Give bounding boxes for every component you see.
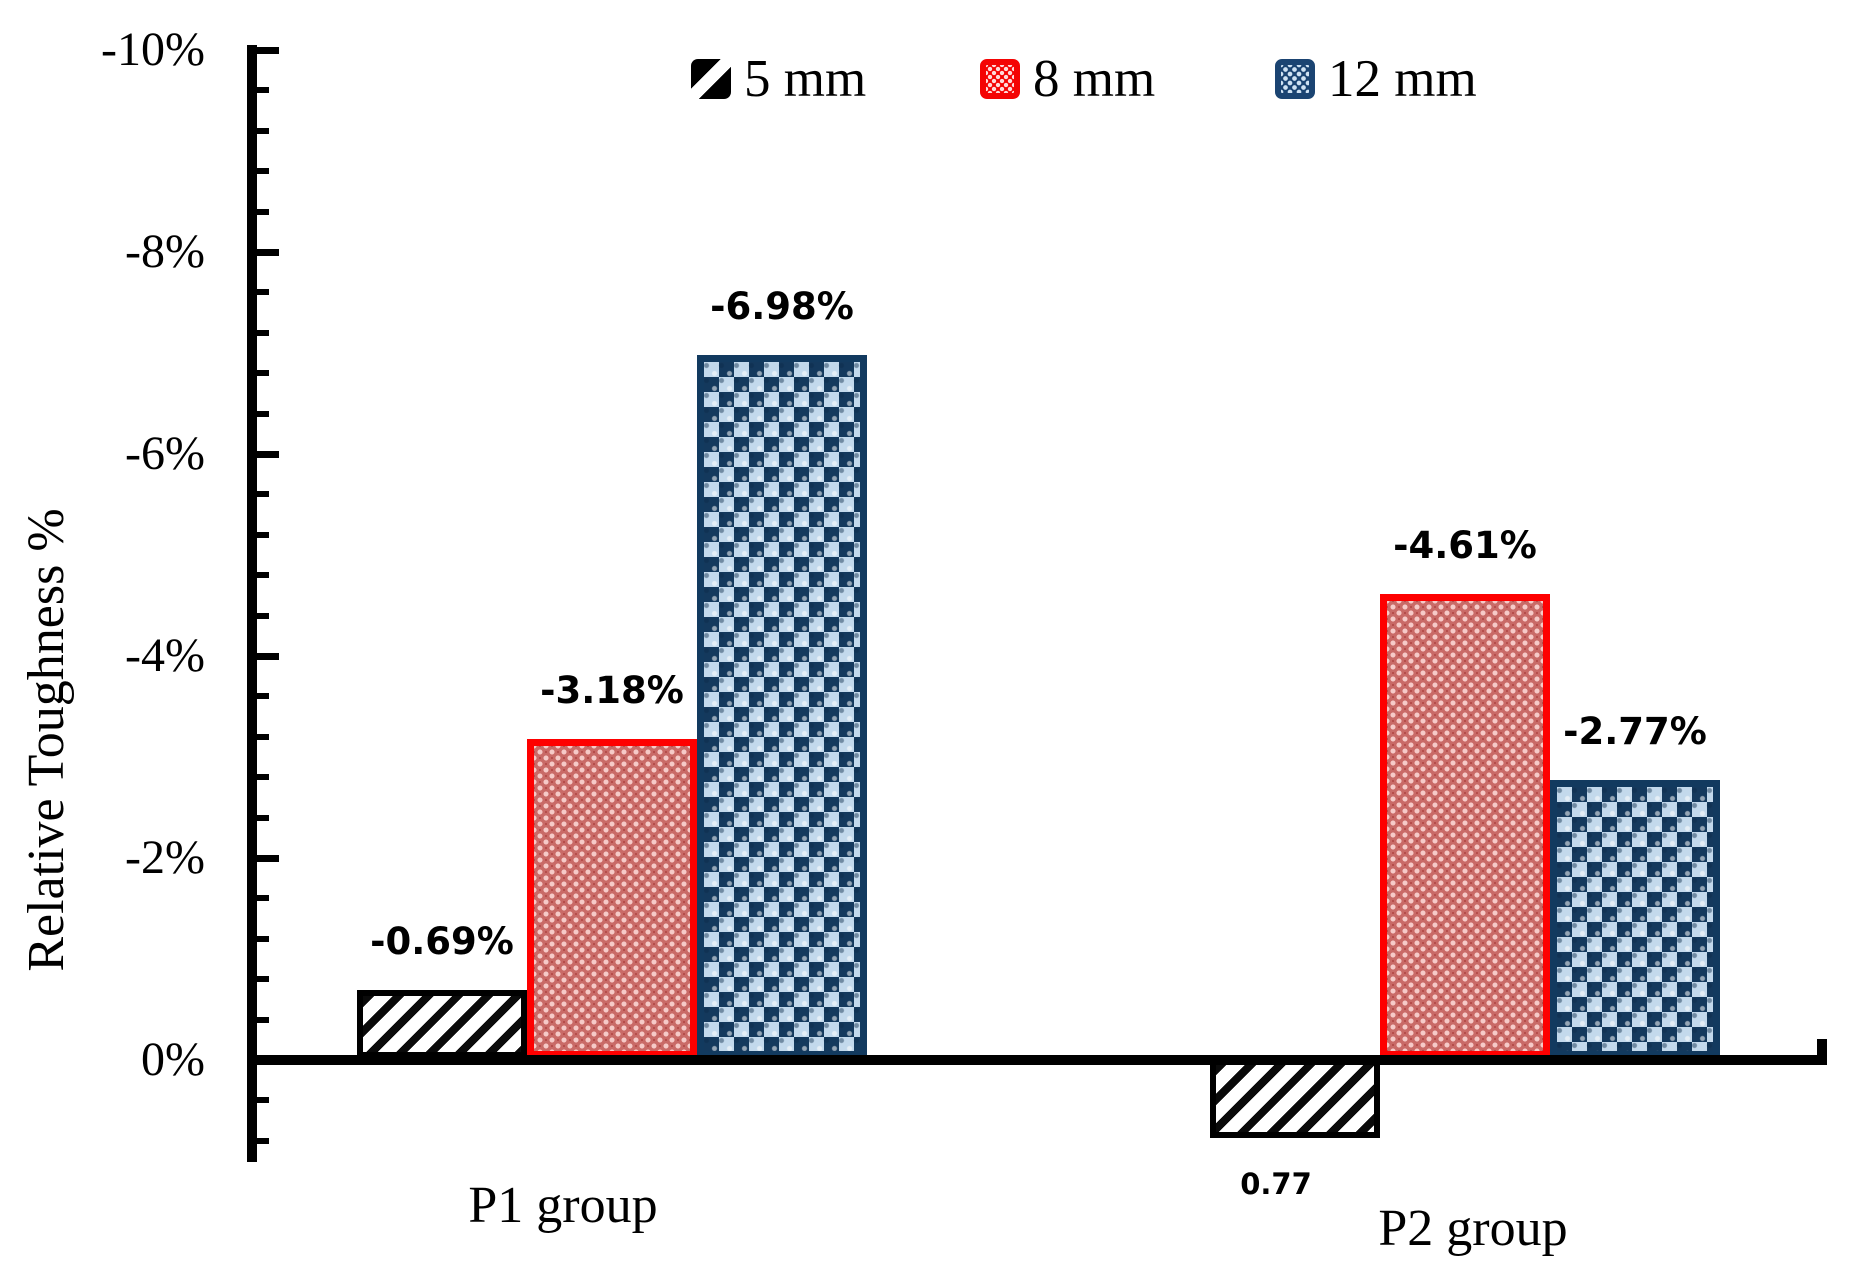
y-axis-minor-tick [257, 935, 269, 942]
y-axis-major-tick [257, 855, 279, 862]
y-axis-minor-tick [257, 1016, 269, 1023]
y-axis-minor-tick [257, 410, 269, 417]
bar-value-label: 0.77 [1240, 1166, 1312, 1201]
y-axis-minor-tick [257, 87, 269, 94]
bar-p2-5mm [1210, 1058, 1380, 1138]
legend-swatch-12mm-icon [1275, 59, 1315, 99]
y-axis-minor-tick [257, 774, 269, 781]
y-axis-minor-tick [257, 1097, 269, 1104]
bar-value-label: -3.18% [540, 668, 684, 712]
y-axis-minor-tick [257, 733, 269, 740]
bar-value-label: -6.98% [710, 285, 854, 329]
y-axis-major-tick [257, 1057, 279, 1064]
x-axis-zero-line [247, 1055, 1827, 1065]
y-axis-minor-tick [257, 208, 269, 215]
bar-p1-8mm [527, 738, 697, 1058]
legend-item-12mm: 12 mm [1275, 48, 1477, 110]
y-axis-major-tick [257, 249, 279, 256]
y-axis-tick-label: -6% [125, 427, 205, 480]
y-axis-minor-tick [257, 127, 269, 134]
legend-label-12mm: 12 mm [1328, 50, 1477, 108]
x-axis-end-stub [1817, 1039, 1827, 1065]
y-axis-minor-tick [257, 168, 269, 175]
bar-p1-5mm [357, 990, 527, 1058]
y-axis-minor-tick [257, 329, 269, 336]
bar-p2-8mm [1380, 594, 1550, 1058]
legend-swatch-5mm-icon [691, 59, 731, 99]
y-axis-tick-label: -2% [125, 831, 205, 884]
bar-p2-12mm [1550, 780, 1720, 1058]
y-axis-minor-tick [257, 572, 269, 579]
y-axis-minor-tick [257, 1137, 269, 1144]
y-axis-minor-tick [257, 612, 269, 619]
legend-swatch-8mm-icon [980, 59, 1020, 99]
y-axis-minor-tick [257, 491, 269, 498]
y-axis-tick-label: -10% [101, 23, 205, 76]
legend-item-5mm: 5 mm [691, 48, 866, 110]
y-axis-minor-tick [257, 895, 269, 902]
legend-label-5mm: 5 mm [744, 50, 867, 108]
y-axis-minor-tick [257, 976, 269, 983]
y-axis-line [247, 45, 257, 1162]
category-label-p2: P2 group [1378, 1200, 1568, 1257]
category-label-p1: P1 group [468, 1177, 658, 1234]
y-axis-tick-label: -8% [125, 225, 205, 278]
y-axis-major-tick [257, 451, 279, 458]
bar-value-label: -4.61% [1393, 524, 1537, 568]
y-axis-tick-label: 0% [141, 1033, 205, 1086]
y-axis-minor-tick [257, 693, 269, 700]
bar-p1-12mm [697, 355, 867, 1058]
legend-label-8mm: 8 mm [1033, 50, 1156, 108]
y-axis-minor-tick [257, 289, 269, 296]
y-axis-tick-label: -4% [125, 629, 205, 682]
bar-value-label: -0.69% [370, 920, 514, 964]
y-axis-major-tick [257, 47, 279, 54]
y-axis-major-tick [257, 653, 279, 660]
legend-item-8mm: 8 mm [980, 48, 1155, 110]
y-axis-minor-tick [257, 370, 269, 377]
bar-value-label: -2.77% [1563, 710, 1707, 754]
y-axis-minor-tick [257, 814, 269, 821]
y-axis-minor-tick [257, 531, 269, 538]
